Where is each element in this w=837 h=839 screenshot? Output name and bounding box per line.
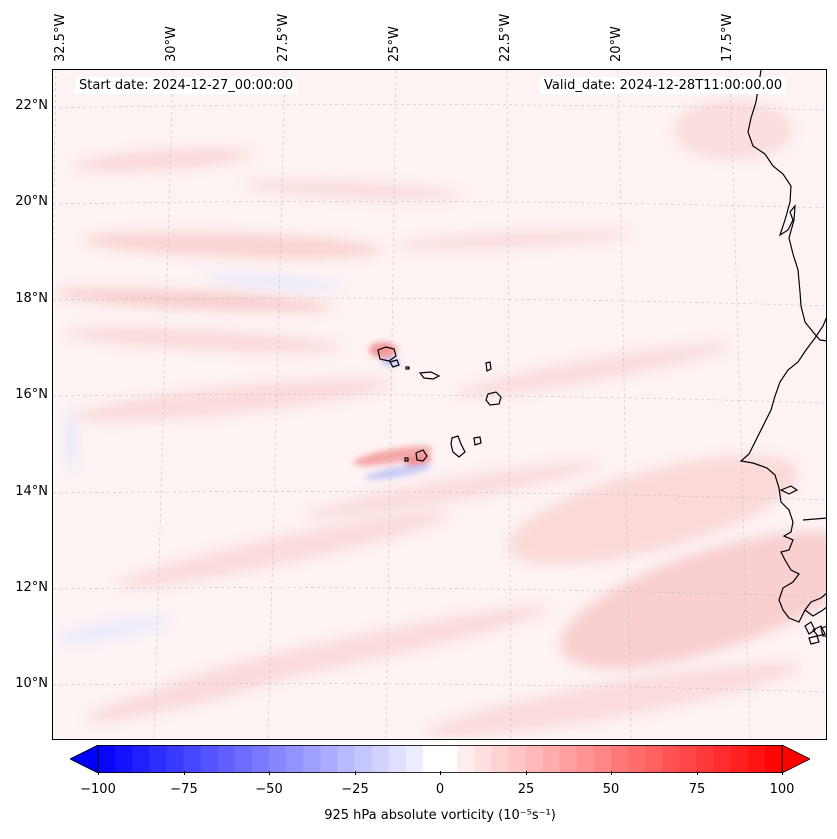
colorbar-tick-label: −75 — [170, 782, 198, 797]
lat-label-16n: 16°N — [15, 387, 48, 402]
lon-label-17-5w: 17.5°W — [720, 13, 735, 62]
colorbar-bin — [542, 745, 561, 773]
colorbar-bin — [269, 745, 287, 773]
colorbar-bin — [405, 745, 424, 773]
colorbar-tick-label: 50 — [602, 782, 620, 797]
island-boa-vista — [485, 391, 502, 406]
colorbar-tick-label: 25 — [517, 782, 535, 797]
vorticity-map — [53, 70, 826, 739]
colorbar-bin — [303, 745, 321, 773]
colorbar-tickmark — [782, 771, 783, 775]
cape-verde-islands — [377, 346, 502, 462]
colorbar-bin — [371, 745, 390, 773]
colorbar-bin — [217, 745, 236, 773]
colorbar-bin — [525, 745, 543, 773]
colorbar-bin — [234, 745, 253, 773]
island-sal — [485, 361, 492, 372]
colorbar-tickmark — [355, 771, 356, 775]
start-date-label: Start date: 2024-12-27_00:00:00 — [75, 77, 298, 94]
colorbar-bin — [422, 745, 441, 773]
colorbar-tick-label: 75 — [688, 782, 706, 797]
lat-label-12n: 12°N — [15, 580, 48, 595]
colorbar-bin — [320, 745, 338, 773]
lon-label-22-5w: 22.5°W — [498, 13, 513, 62]
colorbar-tickmark — [611, 771, 612, 775]
colorbar-tickmark — [98, 771, 99, 775]
lat-label-14n: 14°N — [15, 484, 48, 499]
colorbar-tickmark — [269, 771, 270, 775]
lat-label-10n: 10°N — [15, 676, 48, 691]
colorbar-bin — [713, 745, 732, 773]
colorbar-tick-label: 100 — [769, 782, 795, 797]
colorbar — [69, 744, 811, 774]
colorbar-low-extend — [69, 744, 99, 774]
colorbar-tick-label: −50 — [255, 782, 283, 797]
colorbar-tick-label: 0 — [435, 782, 445, 797]
colorbar-bin — [166, 745, 184, 773]
lon-label-20w: 20°W — [609, 26, 624, 62]
colorbar-bin — [115, 745, 133, 773]
lon-label-27-5w: 27.5°W — [276, 13, 291, 62]
african-coastline — [739, 70, 826, 645]
colorbar-bin — [286, 745, 304, 773]
colorbar-bin — [593, 745, 612, 773]
island-sao-nicolau — [418, 371, 441, 380]
colorbar-bin — [183, 745, 201, 773]
colorbar-high-extend — [781, 744, 811, 774]
colorbar-label: 925 hPa absolute vorticity (10⁻⁵s⁻¹) — [324, 808, 556, 823]
island-santo-antao — [377, 346, 397, 362]
map-plot-area[interactable] — [52, 69, 827, 740]
island-santiago — [450, 435, 466, 458]
colorbar-bin — [611, 745, 629, 773]
colorbar-bin — [457, 745, 475, 773]
colorbar-tickmark — [184, 771, 185, 775]
colorbar-bin — [747, 745, 766, 773]
colorbar-svg — [69, 744, 811, 774]
colorbar-bin — [559, 745, 578, 773]
colorbar-tickmark — [697, 771, 698, 775]
colorbar-bin — [662, 745, 680, 773]
lat-label-22n: 22°N — [15, 98, 48, 113]
colorbar-bin — [730, 745, 749, 773]
island-brava — [404, 457, 409, 462]
colorbar-bin — [645, 745, 663, 773]
valid-date-label: Valid_date: 2024-12-28T11:00:00.00 — [540, 77, 787, 94]
colorbar-bin — [764, 745, 783, 773]
island-fogo — [415, 449, 428, 462]
lat-label-18n: 18°N — [15, 291, 48, 306]
colorbar-bin — [337, 745, 355, 773]
colorbar-bin — [508, 745, 526, 773]
island-sao-vicente — [389, 359, 400, 368]
colorbar-bin — [251, 745, 270, 773]
colorbar-bin — [576, 745, 595, 773]
colorbar-bin — [440, 745, 458, 773]
colorbar-bin — [200, 745, 219, 773]
gridlines — [53, 70, 826, 739]
colorbar-bin — [491, 745, 509, 773]
colorbar-tick-label: −25 — [341, 782, 369, 797]
colorbar-bin — [98, 745, 116, 773]
island-wake-features — [353, 342, 433, 480]
colorbar-bin — [696, 745, 714, 773]
colorbar-tickmark — [526, 771, 527, 775]
colorbar-bin — [149, 745, 167, 773]
colorbar-bin — [474, 745, 492, 773]
colorbar-bin — [679, 745, 697, 773]
colorbar-bin — [628, 745, 646, 773]
colorbar-bin — [132, 745, 150, 773]
lon-label-25w: 25°W — [387, 26, 402, 62]
vorticity-field — [53, 70, 826, 739]
island-santa-luzia — [405, 366, 410, 370]
colorbar-tickmark — [440, 771, 441, 775]
lon-label-32-5w: 32.5°W — [53, 13, 68, 62]
colorbar-bin — [354, 745, 372, 773]
island-maio — [473, 436, 482, 446]
lat-label-20n: 20°N — [15, 194, 48, 209]
lon-label-30w: 30°W — [164, 26, 179, 62]
colorbar-bin — [388, 745, 407, 773]
colorbar-tick-label: −100 — [80, 782, 116, 797]
